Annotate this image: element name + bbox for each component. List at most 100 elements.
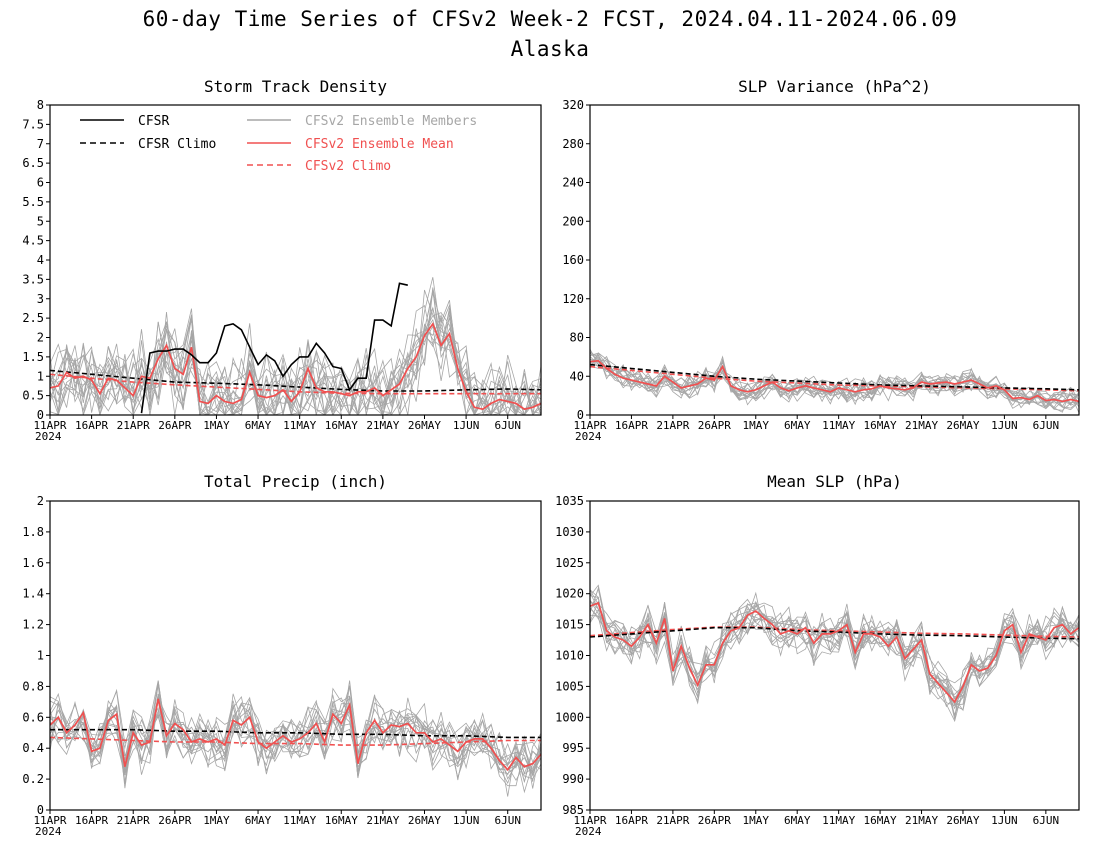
ensemble-member-line (50, 289, 541, 415)
y-tick-label: 2 (37, 331, 44, 345)
legend-label: CFSv2 Ensemble Mean (305, 137, 454, 152)
plot-area (50, 277, 541, 415)
x-tick-label: 1MAY (743, 419, 770, 432)
figure-title: 60-day Time Series of CFSv2 Week-2 FCST,… (142, 7, 958, 31)
legend-label: CFSR (138, 114, 169, 129)
x-tick-label: 1MAY (203, 814, 230, 827)
ensemble-member-line (50, 305, 541, 415)
ensemble-members (590, 348, 1079, 413)
y-tick-label: 995 (562, 741, 584, 755)
y-tick-label: 1 (37, 649, 44, 663)
x-tick-label: 11APR (33, 419, 66, 432)
x-tick-label: 11MAY (822, 419, 855, 432)
ensemble-member-line (50, 290, 541, 415)
y-tick-label: 6 (37, 176, 44, 190)
x-tick-label: 16MAY (325, 814, 358, 827)
y-tick-label: 1025 (555, 556, 584, 570)
legend: CFSR CFSR Climo CFSv2 Ensemble Members CFSv… (80, 114, 477, 174)
ensemble-member-line (590, 352, 1079, 409)
legend-label: CFSv2 Ensemble Members (305, 114, 477, 129)
x-tick-label: 1JUN (453, 419, 480, 432)
series-obs-line (140, 282, 408, 414)
y-tick-label: 0.8 (22, 679, 44, 693)
ensemble-members (50, 680, 541, 797)
y-tick-label: 2.5 (22, 311, 44, 325)
plot-frame (589, 104, 1080, 416)
x-tick-label: 26APR (158, 419, 191, 432)
y-tick-label: 1010 (555, 649, 584, 663)
ensemble-member-line (590, 595, 1079, 711)
y-tick-label: 1015 (555, 618, 584, 632)
y-tick-label: 1 (37, 369, 44, 383)
panel-storm: Storm Track Density 0 0.5 1 1.5 2 2.5 3 3.5 4 4.5 5… (22, 77, 542, 443)
y-tick-label: 4.5 (22, 234, 44, 248)
ensemble-member-line (590, 352, 1079, 409)
x-tick-label: 1MAY (203, 419, 230, 432)
panel-precip: Total Precip (inch) 0 0.2 0.4 0.6 0.8 1 1.2 1.4 1… (22, 472, 542, 838)
y-tick-label: 1000 (555, 710, 584, 724)
series-ens-mean-line (50, 322, 541, 411)
y-tick-label: 160 (562, 253, 584, 267)
x-tick-label: 6MAY (245, 814, 272, 827)
x-tick-label: 6JUN (494, 419, 521, 432)
y-tick-label: 7 (37, 137, 44, 151)
panel-title: Mean SLP (hPa) (767, 472, 902, 491)
plot-area (590, 584, 1079, 723)
y-tick-label: 1.8 (22, 525, 44, 539)
y-tick-label: 1005 (555, 679, 584, 693)
y-tick-label: 320 (562, 98, 584, 112)
x-year-label: 2024 (575, 430, 602, 443)
y-tick-label: 990 (562, 772, 584, 786)
plot-area (590, 348, 1079, 413)
ensemble-member-line (590, 352, 1079, 408)
y-tick-label: 240 (562, 176, 584, 190)
x-tick-label: 26MAY (946, 814, 979, 827)
x-tick-label: 21APR (656, 419, 689, 432)
x-tick-label: 16APR (615, 814, 648, 827)
y-tick-label: 0.5 (22, 389, 44, 403)
x-tick-label: 16APR (75, 814, 108, 827)
y-tick-label: 120 (562, 292, 584, 306)
y-tick-label: 0 (577, 408, 584, 422)
y-tick-label: 280 (562, 137, 584, 151)
x-tick-label: 26APR (698, 419, 731, 432)
x-tick-label: 11APR (33, 814, 66, 827)
x-tick-label: 26APR (698, 814, 731, 827)
x-year-label: 2024 (35, 825, 62, 838)
x-year-label: 2024 (575, 825, 602, 838)
ensemble-member-line (50, 682, 541, 778)
x-tick-label: 16APR (75, 419, 108, 432)
x-tick-label: 11APR (573, 814, 606, 827)
y-tick-label: 1035 (555, 494, 584, 508)
y-tick-label: 1.4 (22, 587, 44, 601)
x-tick-label: 16APR (615, 419, 648, 432)
y-tick-label: 0 (37, 408, 44, 422)
x-tick-label: 11APR (573, 419, 606, 432)
y-tick-label: 5 (37, 214, 44, 228)
y-tick-label: 6.5 (22, 156, 44, 170)
y-tick-label: 1.2 (22, 618, 44, 632)
y-tick-label: 1.5 (22, 350, 44, 364)
x-tick-label: 21MAY (905, 419, 938, 432)
x-tick-label: 6MAY (784, 814, 811, 827)
panel-title: SLP Variance (hPa^2) (738, 77, 931, 96)
series-climo-obs-line (590, 363, 1079, 391)
ensemble-members (590, 584, 1079, 723)
series-climo-obs-line (590, 626, 1079, 640)
y-tick-label: 2 (37, 494, 44, 508)
ensemble-member-line (50, 277, 541, 415)
x-tick-label: 6MAY (245, 419, 272, 432)
ensemble-member-line (50, 685, 541, 775)
y-tick-label: 5.5 (22, 195, 44, 209)
legend-label: CFSR Climo (138, 137, 216, 152)
x-tick-label: 26APR (158, 814, 191, 827)
series-climo-model-line (590, 365, 1079, 392)
x-tick-label: 21APR (117, 814, 150, 827)
ensemble-member-line (50, 321, 541, 415)
x-tick-label: 21MAY (366, 814, 399, 827)
ensemble-member-line (590, 351, 1079, 406)
x-tick-label: 21APR (117, 419, 150, 432)
x-tick-label: 26MAY (408, 419, 441, 432)
x-tick-label: 16MAY (864, 814, 897, 827)
